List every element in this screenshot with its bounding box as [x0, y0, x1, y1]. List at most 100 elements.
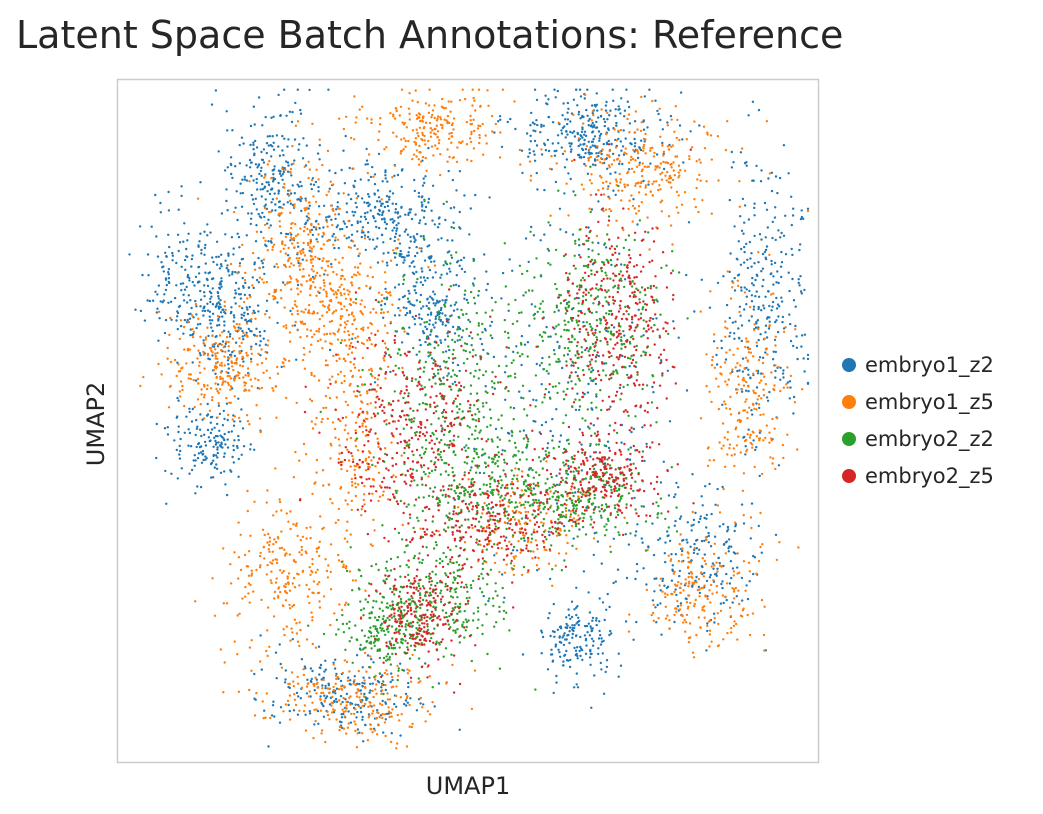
- data-point: [342, 149, 345, 152]
- data-point: [166, 433, 170, 436]
- data-point: [259, 216, 263, 219]
- data-point: [752, 391, 756, 394]
- data-point: [355, 116, 358, 119]
- data-point: [602, 692, 606, 695]
- data-point: [771, 462, 774, 465]
- data-point: [527, 260, 530, 264]
- data-point: [677, 336, 680, 339]
- data-point: [425, 304, 428, 308]
- data-point: [679, 533, 682, 536]
- data-point: [282, 154, 285, 157]
- data-point: [240, 453, 243, 456]
- data-point: [309, 536, 312, 540]
- data-point: [252, 143, 255, 147]
- data-point: [757, 307, 760, 311]
- data-point: [333, 700, 336, 703]
- data-point: [412, 260, 415, 263]
- data-point: [216, 448, 219, 451]
- data-point: [490, 296, 494, 300]
- data-point: [631, 157, 635, 161]
- data-point: [708, 633, 712, 636]
- data-point: [364, 163, 367, 166]
- data-point: [269, 224, 272, 227]
- data-point: [168, 245, 171, 249]
- data-point: [706, 629, 709, 633]
- data-point: [745, 337, 748, 340]
- data-point: [654, 168, 657, 171]
- data-point: [776, 330, 780, 334]
- data-point: [430, 116, 433, 119]
- data-point: [372, 518, 375, 522]
- data-point: [320, 691, 323, 695]
- data-point: [198, 352, 202, 355]
- data-point: [451, 239, 454, 242]
- data-point: [350, 233, 354, 236]
- data-point: [291, 110, 294, 114]
- data-point: [225, 602, 229, 605]
- data-point: [326, 273, 329, 277]
- data-point: [737, 435, 740, 438]
- data-point: [584, 348, 587, 352]
- data-point: [215, 240, 219, 243]
- data-point: [463, 270, 467, 274]
- data-point: [253, 714, 257, 717]
- data-point: [627, 161, 631, 164]
- data-point: [678, 138, 681, 142]
- data-point: [568, 665, 572, 669]
- data-point: [320, 678, 323, 681]
- data-point: [652, 603, 655, 607]
- data-point: [592, 424, 595, 427]
- data-point: [188, 348, 192, 351]
- data-point: [501, 271, 505, 275]
- data-point: [715, 591, 719, 594]
- data-point: [417, 191, 421, 195]
- data-point: [404, 313, 407, 317]
- data-point: [565, 626, 569, 630]
- data-point: [299, 227, 302, 230]
- data-point: [382, 311, 385, 314]
- data-point: [590, 173, 593, 176]
- data-point: [257, 352, 260, 355]
- data-point: [374, 465, 377, 468]
- data-point: [358, 696, 361, 699]
- data-point: [668, 175, 671, 178]
- data-point: [583, 133, 586, 136]
- data-point: [347, 219, 350, 223]
- data-point: [777, 365, 780, 369]
- data-point: [746, 433, 749, 436]
- data-point: [652, 180, 656, 183]
- data-point: [450, 256, 454, 259]
- data-point: [260, 166, 263, 169]
- data-point: [167, 277, 171, 280]
- data-point: [725, 598, 728, 602]
- data-point: [722, 543, 726, 546]
- data-point: [792, 207, 795, 210]
- data-point: [599, 161, 602, 164]
- data-point: [753, 328, 756, 332]
- data-point: [229, 156, 233, 159]
- data-point: [342, 712, 345, 716]
- data-point: [319, 663, 323, 667]
- data-point: [562, 634, 565, 637]
- data-point: [395, 224, 398, 227]
- data-point: [731, 286, 734, 289]
- data-point: [376, 237, 379, 240]
- data-point: [353, 179, 357, 183]
- data-point: [354, 121, 357, 124]
- data-point: [203, 433, 206, 436]
- data-point: [573, 135, 577, 138]
- data-point: [761, 361, 765, 365]
- data-point: [641, 162, 644, 165]
- data-point: [615, 121, 618, 125]
- data-point: [417, 112, 421, 115]
- data-point: [393, 314, 397, 317]
- data-point: [649, 190, 652, 193]
- data-point: [800, 334, 804, 337]
- data-point: [548, 577, 552, 581]
- data-point: [290, 262, 293, 265]
- data-point: [670, 118, 673, 121]
- data-point: [635, 148, 639, 152]
- data-point: [334, 674, 338, 678]
- data-point: [646, 216, 649, 219]
- data-point: [595, 619, 598, 622]
